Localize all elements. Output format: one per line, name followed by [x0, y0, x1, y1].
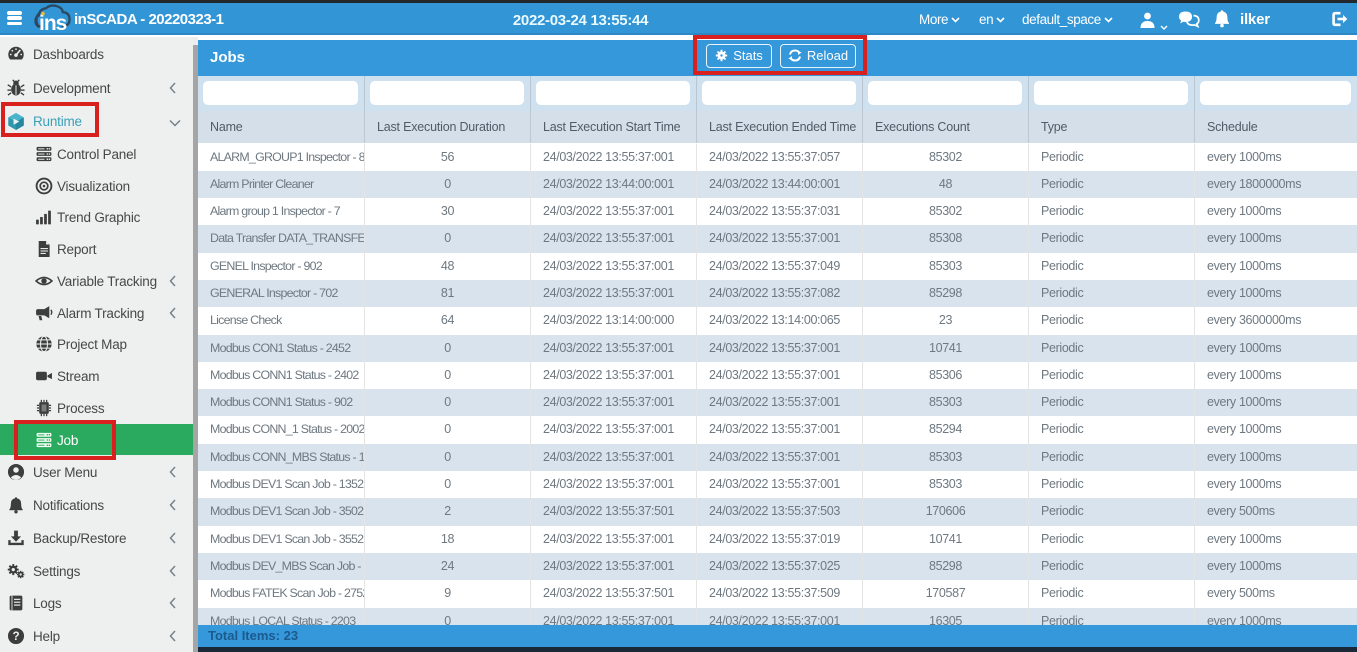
svg-text:?: ?	[13, 630, 20, 643]
svg-text:ins: ins	[39, 12, 67, 35]
